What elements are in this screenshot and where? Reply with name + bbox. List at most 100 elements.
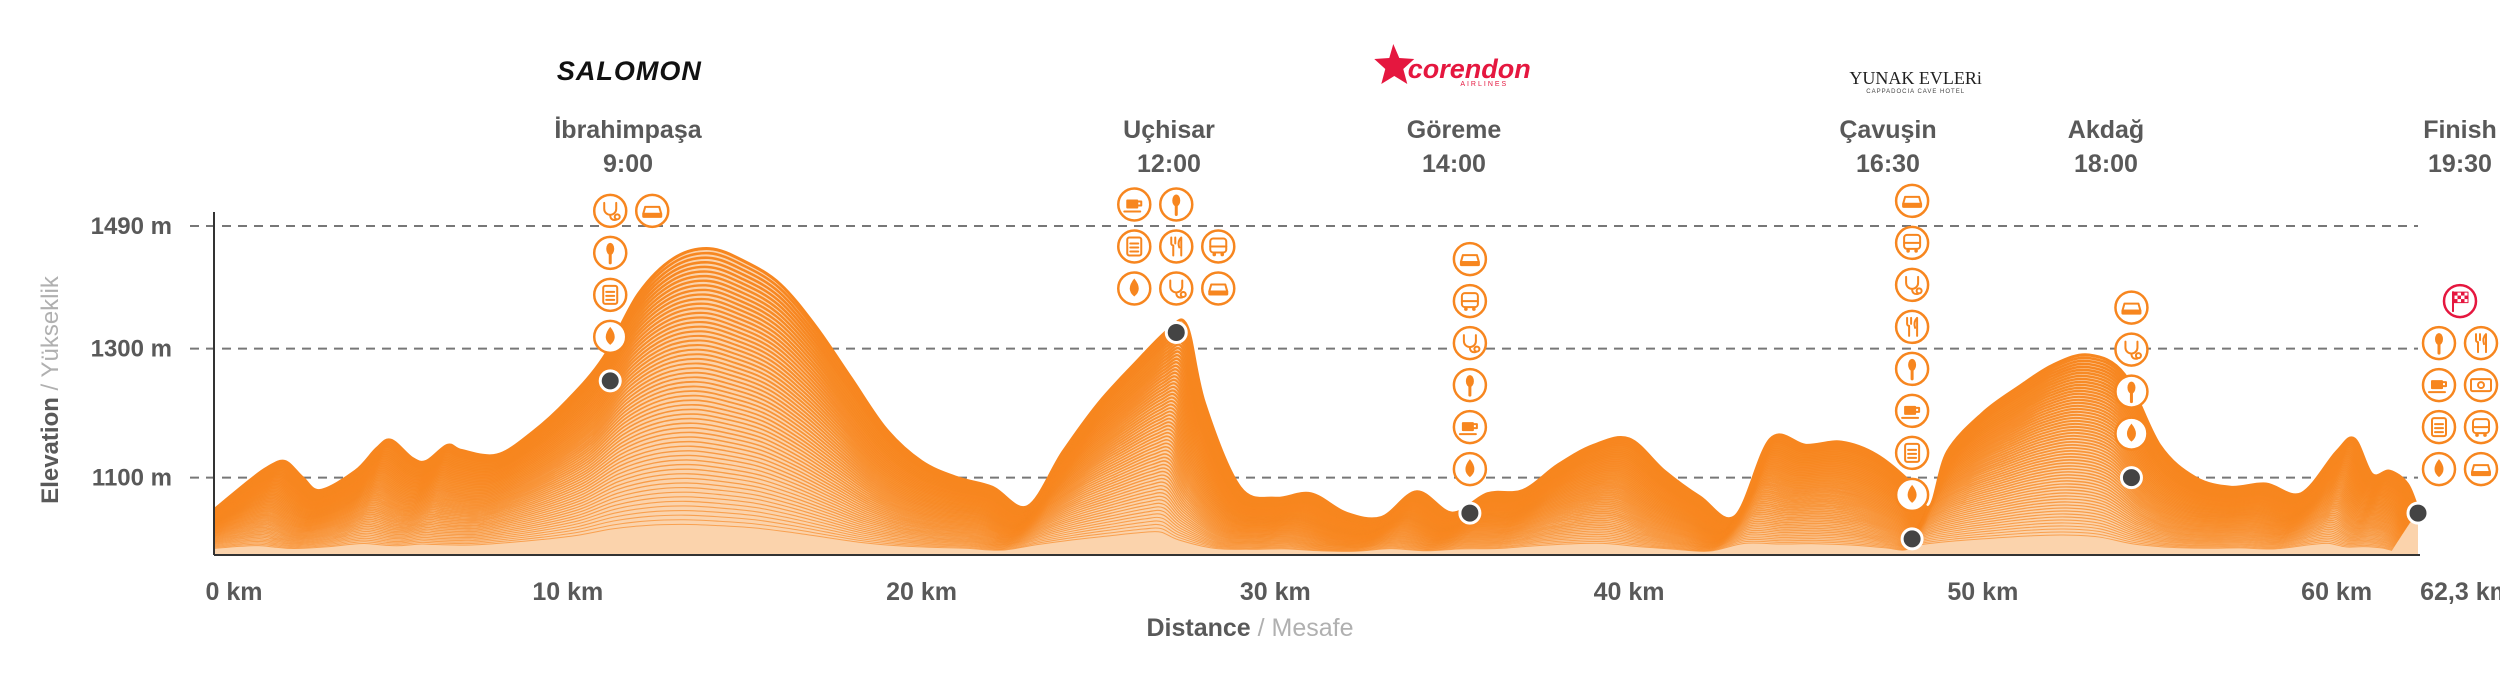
checkpoint-marker: [1164, 320, 1188, 344]
elevation-layer: [214, 459, 2399, 545]
checkpoint-marker: [598, 369, 622, 393]
water-drop-icon: [592, 319, 628, 355]
checkpoint-marker: [2406, 501, 2430, 525]
x-tick-label: 60 km: [2301, 578, 2372, 606]
y-tick-label: 1300 m: [91, 336, 172, 363]
coffee-icon: [2421, 367, 2457, 403]
bus-icon: [2463, 409, 2499, 445]
bus-icon: [1894, 225, 1930, 261]
elevation-layer: [214, 496, 2395, 549]
spoon-icon: [592, 235, 628, 271]
elevation-layer: [214, 510, 2394, 551]
checkpoint-time: 18:00: [2074, 150, 2138, 178]
checkpoint-2: Göreme 14:00: [1407, 116, 1502, 525]
elevation-layer: [214, 440, 2401, 543]
y-tick-label: 1490 m: [91, 213, 172, 240]
bread-icon: [2421, 409, 2457, 445]
y-axis-title: Elevation / Yükseklik: [37, 275, 64, 504]
x-tick-label: 20 km: [886, 578, 957, 606]
medical-icon: [2114, 332, 2149, 367]
elevation-layer: [214, 505, 2394, 550]
checkpoint-time: 19:30: [2428, 150, 2492, 178]
yunak-logo: YUNAK EVLERi: [1849, 68, 1982, 88]
water-drop-icon: [2421, 451, 2457, 487]
spoon-icon: [1452, 367, 1488, 403]
water-drop-icon: [1117, 271, 1152, 306]
elevation-layer: [214, 413, 2404, 540]
elevation-layer: [214, 463, 2399, 546]
checkpoint-name: Akdağ: [2068, 116, 2144, 144]
medical-icon: [1894, 267, 1930, 303]
elevation-layer: [214, 417, 2403, 540]
corendon-star-icon: [1374, 44, 1415, 84]
x-tick-label: 62,3 km: [2420, 578, 2500, 606]
bus-icon: [1452, 283, 1488, 319]
elevation-layer: [214, 408, 2404, 539]
x-tick-label: 0 km: [206, 578, 263, 606]
car-icon: [1894, 183, 1930, 219]
elevation-layer: [214, 482, 2397, 548]
axis-labels: Distance / Mesafe Elevation / Yükseklik: [37, 275, 1354, 642]
elevation-layer: [214, 427, 2402, 541]
checkpoint-0: İbrahimpaşa 9:00: [554, 116, 703, 393]
coffee-icon: [1452, 409, 1488, 445]
checkpoint-marker: [2119, 466, 2143, 490]
x-tick-label: 40 km: [1594, 578, 1665, 606]
y-tick-label: 1100 m: [92, 465, 172, 492]
elevation-layer: [214, 394, 2405, 538]
elevation-layer: [214, 473, 2398, 547]
x-tick-label: 50 km: [1947, 578, 2018, 606]
medical-icon: [592, 193, 628, 229]
coffee-icon: [1117, 187, 1152, 222]
elevation-layer: [214, 523, 2393, 552]
elevation-line: [213, 247, 2420, 521]
elevation-layer: [214, 399, 2405, 538]
car-icon: [2114, 290, 2149, 325]
checkpoint-5: Finish 19:30: [2406, 116, 2499, 525]
spoon-icon: [2114, 374, 2149, 409]
bread-icon: [1117, 229, 1152, 264]
checkpoint-1: Uçhisar 12:00: [1117, 116, 1236, 344]
elevation-layer: [214, 491, 2396, 549]
corendon-sub: AIRLINES: [1460, 81, 1508, 88]
checkpoint-time: 9:00: [603, 150, 653, 178]
elevation-layer: [214, 436, 2401, 542]
cash-icon: [2463, 367, 2499, 403]
checkpoint-name: Uçhisar: [1123, 116, 1215, 144]
elevation-layer: [214, 445, 2400, 543]
checkpoint-name: Finish: [2423, 116, 2497, 144]
y-axis-title-tr: / Yükseklik: [37, 275, 64, 397]
elevation-layers: [214, 248, 2418, 552]
elevation-area: [213, 247, 2420, 555]
elevation-layer: [214, 403, 2404, 539]
spoon-icon: [2421, 325, 2457, 361]
checkpoint-marker: [1458, 501, 1482, 525]
elevation-layer: [214, 422, 2403, 541]
elevation-layer: [214, 468, 2398, 546]
elevation-layer: [214, 477, 2397, 547]
yunak-sub: CAPPADOCIA CAVE HOTEL: [1866, 89, 1965, 95]
elevation-layer: [214, 431, 2402, 542]
car-icon: [2463, 451, 2499, 487]
x-axis-title: Distance / Mesafe: [1146, 614, 1353, 642]
elevation-layer: [214, 450, 2400, 544]
elevation-layer: [214, 454, 2399, 544]
medical-icon: [1159, 271, 1194, 306]
checkpoint-3: Çavuşin 16:30: [1839, 116, 1937, 551]
coffee-icon: [1894, 393, 1930, 429]
medical-icon: [1452, 325, 1488, 361]
checkpoint-name: Göreme: [1407, 116, 1502, 144]
salomon-logo: SALOMON: [557, 56, 702, 86]
car-icon: [1201, 271, 1236, 306]
checkpoint-time: 16:30: [1856, 150, 1920, 178]
car-icon: [1452, 241, 1488, 277]
checkpoint-4: Akdağ 18:00: [2068, 116, 2149, 490]
bread-icon: [592, 277, 628, 313]
elevation-layer: [214, 500, 2395, 550]
y-axis-title-en: Elevation: [37, 397, 64, 504]
water-drop-icon: [2114, 416, 2149, 451]
finish-flag-icon: [2442, 283, 2478, 319]
elevation-layer: [214, 514, 2394, 551]
